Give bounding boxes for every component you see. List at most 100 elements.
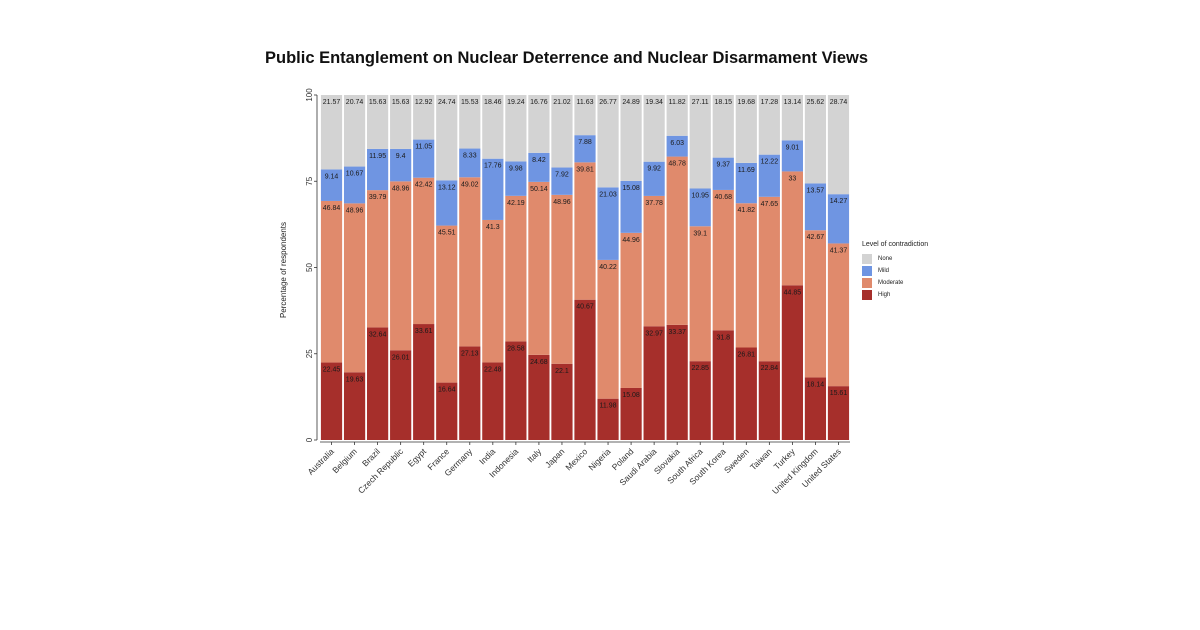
bar-segment-high	[367, 327, 389, 440]
data-label-none: 15.63	[392, 99, 410, 106]
data-label-none: 24.74	[438, 99, 456, 106]
bar-segment-moderate	[413, 177, 435, 325]
bar-segment-high	[597, 398, 619, 440]
bar-segment-moderate	[781, 171, 803, 286]
data-label-mild: 13.57	[807, 187, 825, 194]
legend-item-none: None	[862, 253, 928, 264]
data-label-high: 22.45	[323, 367, 341, 374]
bar-segment-none	[666, 95, 688, 136]
data-label-none: 20.74	[346, 99, 364, 106]
bar-segment-moderate	[712, 189, 734, 331]
bar-segment-high	[781, 285, 803, 440]
data-label-moderate: 41.82	[738, 207, 756, 214]
data-label-mild: 9.14	[325, 173, 339, 180]
data-label-none: 18.15	[714, 99, 732, 106]
data-label-none: 11.63	[577, 99, 594, 106]
bar-segment-none	[597, 95, 619, 188]
data-label-moderate: 40.22	[599, 264, 617, 271]
bar-segment-none	[390, 95, 412, 149]
legend-swatch	[862, 277, 872, 288]
legend-label: High	[878, 291, 891, 298]
data-label-none: 19.24	[507, 99, 525, 106]
data-label-mild: 11.95	[369, 153, 386, 160]
bar-segment-none	[620, 94, 642, 181]
data-label-none: 26.77	[599, 99, 617, 106]
data-label-mild: 8.33	[463, 153, 477, 160]
data-label-none: 25.62	[807, 99, 825, 106]
legend-item-high: High	[862, 289, 928, 300]
bar-segment-none	[413, 95, 435, 140]
legend: Level of contradiction None Mild Moderate H…	[862, 241, 928, 301]
bar-segment-moderate	[689, 226, 711, 362]
data-label-high: 22.48	[484, 366, 502, 373]
y-tick-label: 0	[305, 437, 314, 442]
bar-segment-moderate	[482, 219, 504, 363]
data-label-high: 24.68	[530, 359, 548, 366]
legend-item-mild: Mild	[862, 265, 928, 276]
bar-segment-mild	[712, 157, 734, 190]
data-label-none: 21.02	[553, 99, 571, 106]
bar-segment-mild	[343, 166, 366, 204]
data-label-high: 15.08	[622, 392, 640, 399]
bar-segment-high	[482, 362, 504, 440]
data-label-high: 32.64	[369, 331, 387, 338]
data-label-high: 22.85	[691, 365, 709, 372]
x-tick-label: Belgium	[330, 446, 359, 475]
legend-item-moderate: Moderate	[862, 277, 928, 288]
bar-segment-moderate	[436, 225, 458, 383]
x-tick-label: Sweden	[722, 446, 751, 475]
bar-segment-high	[643, 326, 665, 440]
legend-label: Moderate	[878, 279, 904, 286]
bars-layer	[320, 94, 850, 440]
bar-segment-mild	[735, 162, 757, 204]
data-label-high: 19.63	[346, 376, 364, 383]
data-label-mild: 11.69	[738, 167, 755, 174]
x-tick-label: Nigeria	[586, 446, 612, 472]
bar-segment-high	[712, 330, 734, 440]
data-label-moderate: 40.68	[714, 194, 732, 201]
bar-segment-high	[689, 361, 711, 440]
bar-segment-mild	[781, 140, 803, 172]
data-label-high: 31.8	[716, 334, 730, 341]
data-label-none: 21.57	[323, 99, 341, 106]
bar-segment-moderate	[735, 203, 757, 348]
data-label-high: 11.98	[600, 403, 617, 410]
bar-segment-mild	[436, 180, 458, 226]
bar-segment-none	[528, 95, 550, 153]
data-label-none: 12.92	[415, 99, 433, 106]
bar-segment-mild	[597, 187, 619, 260]
data-label-high: 18.14	[807, 381, 825, 388]
bar-segment-moderate	[758, 196, 780, 362]
data-label-high: 33.37	[668, 329, 686, 336]
bar-segment-none	[459, 94, 481, 149]
bar-segment-none	[689, 94, 711, 189]
bar-segment-mild	[505, 161, 527, 196]
y-tick-label: 100	[305, 88, 314, 102]
bar-segment-mild	[413, 139, 435, 178]
bar-segment-mild	[689, 188, 711, 227]
bar-segment-none	[735, 95, 757, 163]
bar-segment-moderate	[390, 181, 412, 351]
data-label-mild: 6.03	[670, 140, 684, 147]
bar-segment-moderate	[505, 195, 527, 342]
bar-segment-mild	[620, 180, 642, 233]
data-label-mild: 8.42	[532, 157, 546, 164]
bar-segment-mild	[758, 154, 780, 197]
data-label-high: 33.61	[415, 328, 433, 335]
bar-segment-moderate	[666, 156, 688, 325]
bar-segment-none	[781, 95, 803, 141]
bar-segment-none	[712, 95, 734, 158]
bar-segment-high	[666, 324, 688, 440]
bar-segment-mild	[643, 161, 665, 196]
bar-segment-high	[436, 382, 458, 440]
data-label-mild: 10.95	[691, 192, 709, 199]
data-label-high: 16.64	[438, 387, 456, 394]
bar-segment-moderate	[574, 162, 596, 300]
bar-segment-mild	[367, 148, 389, 191]
legend-swatch	[862, 265, 872, 276]
x-tick-label: Taiwan	[748, 446, 774, 472]
bar-segment-high	[413, 324, 435, 440]
bar-segment-moderate	[367, 190, 389, 328]
y-tick-label: 25	[305, 349, 314, 358]
